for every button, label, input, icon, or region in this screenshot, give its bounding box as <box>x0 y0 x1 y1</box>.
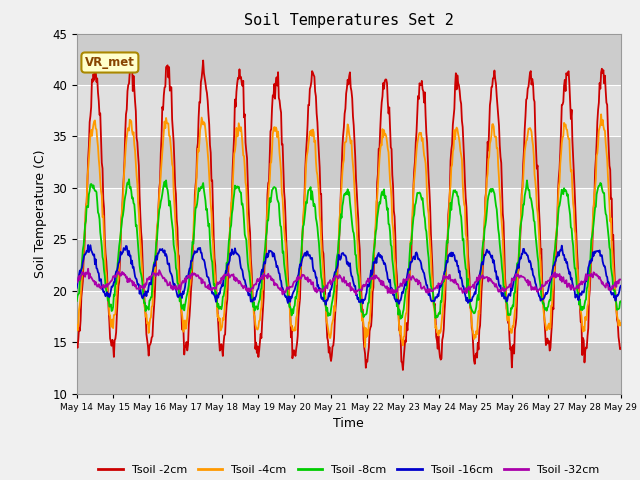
Tsoil -32cm <box>617 276 625 282</box>
Tsoil -2cm <box>194 140 202 146</box>
Tsoil -4cm <box>194 146 202 152</box>
Tsoil -32cm <box>73 280 81 286</box>
Tsoil -32cm <box>84 266 92 272</box>
Line: Tsoil -2cm: Tsoil -2cm <box>77 60 621 370</box>
Tsoil -32cm <box>223 273 231 278</box>
Tsoil -16cm <box>84 242 92 248</box>
Bar <box>77 34 621 85</box>
Tsoil -2cm <box>223 296 231 302</box>
Bar <box>77 85 621 136</box>
Tsoil -2cm <box>617 346 625 351</box>
X-axis label: Time: Time <box>333 417 364 430</box>
Tsoil -4cm <box>597 111 605 117</box>
Tsoil -4cm <box>223 284 230 290</box>
Tsoil -4cm <box>416 130 424 136</box>
Tsoil -4cm <box>617 321 625 326</box>
Tsoil -32cm <box>83 271 90 276</box>
Tsoil -32cm <box>140 286 147 291</box>
Tsoil -32cm <box>417 280 424 286</box>
Tsoil -4cm <box>139 277 147 283</box>
Tsoil -2cm <box>199 58 207 63</box>
Tsoil -8cm <box>83 204 90 209</box>
Tsoil -16cm <box>140 293 147 299</box>
Tsoil -4cm <box>73 322 81 328</box>
Legend: Tsoil -2cm, Tsoil -4cm, Tsoil -8cm, Tsoil -16cm, Tsoil -32cm: Tsoil -2cm, Tsoil -4cm, Tsoil -8cm, Tsoi… <box>93 460 604 479</box>
Y-axis label: Soil Temperature (C): Soil Temperature (C) <box>34 149 47 278</box>
Tsoil -8cm <box>195 185 202 191</box>
Tsoil -32cm <box>433 284 440 290</box>
Tsoil -8cm <box>223 262 231 267</box>
Tsoil -16cm <box>617 283 625 289</box>
Tsoil -8cm <box>73 298 81 304</box>
Line: Tsoil -32cm: Tsoil -32cm <box>77 269 621 294</box>
Tsoil -8cm <box>140 294 147 300</box>
Tsoil -2cm <box>139 259 147 264</box>
Tsoil -2cm <box>417 83 424 88</box>
Title: Soil Temperatures Set 2: Soil Temperatures Set 2 <box>244 13 454 28</box>
Tsoil -32cm <box>279 291 287 297</box>
Tsoil -16cm <box>73 285 81 291</box>
Bar <box>77 188 621 240</box>
Line: Tsoil -16cm: Tsoil -16cm <box>77 245 621 305</box>
Tsoil -4cm <box>431 325 439 331</box>
Tsoil -32cm <box>195 274 202 279</box>
Tsoil -16cm <box>223 262 231 267</box>
Tsoil -2cm <box>83 200 90 205</box>
Tsoil -2cm <box>73 342 81 348</box>
Tsoil -4cm <box>361 344 369 350</box>
Tsoil -8cm <box>125 176 133 182</box>
Text: VR_met: VR_met <box>85 56 135 69</box>
Tsoil -8cm <box>417 191 424 196</box>
Tsoil -4cm <box>83 200 90 205</box>
Tsoil -16cm <box>195 245 202 251</box>
Tsoil -16cm <box>83 248 90 254</box>
Tsoil -8cm <box>617 299 625 304</box>
Tsoil -2cm <box>433 334 440 340</box>
Bar <box>77 342 621 394</box>
Bar <box>77 136 621 188</box>
Tsoil -16cm <box>322 302 330 308</box>
Tsoil -2cm <box>399 367 407 373</box>
Tsoil -16cm <box>433 295 440 300</box>
Bar <box>77 291 621 342</box>
Bar <box>77 240 621 291</box>
Line: Tsoil -4cm: Tsoil -4cm <box>77 114 621 347</box>
Tsoil -8cm <box>397 316 404 322</box>
Line: Tsoil -8cm: Tsoil -8cm <box>77 179 621 319</box>
Tsoil -8cm <box>433 313 440 319</box>
Tsoil -16cm <box>417 258 424 264</box>
